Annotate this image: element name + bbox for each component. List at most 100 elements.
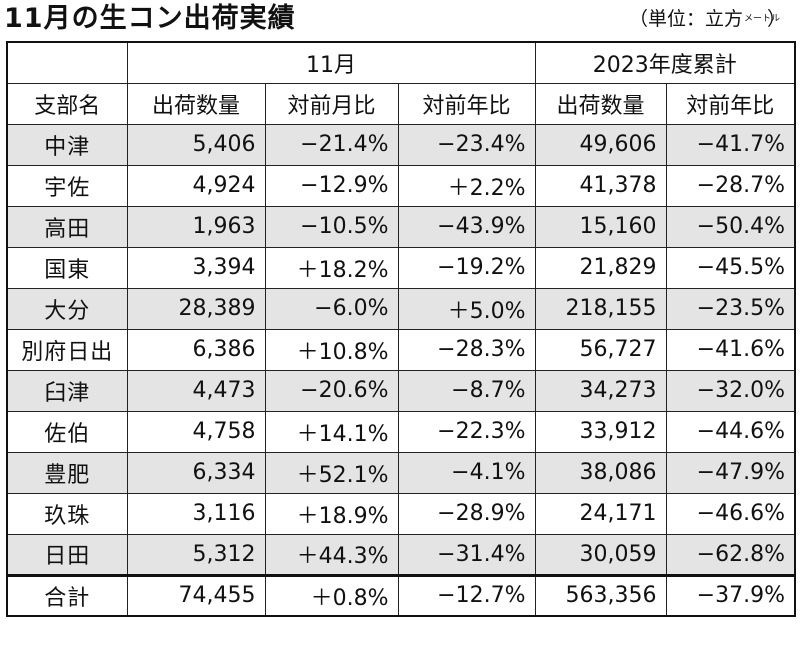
table-row: 豊肥 6,334 ＋52.1% −4.1% 38,086 −47.9% bbox=[6, 451, 796, 494]
branch-name: 別府日出 bbox=[6, 328, 128, 371]
month-volume: 5,406 bbox=[126, 123, 266, 166]
unit-note: （単位：立方 メートル ） bbox=[629, 6, 786, 32]
fy-volume: 34,273 bbox=[534, 369, 667, 412]
column-header-month-mom: 対前月比 bbox=[264, 82, 399, 125]
fy-yoy: −23.5% bbox=[665, 287, 796, 330]
total-fy-volume: 563,356 bbox=[534, 573, 667, 617]
group-header-blank bbox=[6, 41, 128, 84]
column-header-fy-volume: 出荷数量 bbox=[534, 82, 667, 125]
branch-name: 大分 bbox=[6, 287, 128, 330]
month-yoy: ＋5.0% bbox=[397, 287, 536, 330]
total-row: 合計 74,455 ＋0.8% −12.7% 563,356 −37.9% bbox=[6, 573, 796, 617]
month-mom: −6.0% bbox=[264, 287, 399, 330]
table-row: 玖珠 3,116 ＋18.9% −28.9% 24,171 −46.6% bbox=[6, 492, 796, 535]
fy-yoy: −45.5% bbox=[665, 246, 796, 289]
unit-note-open: （単位：立方 bbox=[628, 8, 743, 30]
branch-name: 高田 bbox=[6, 205, 128, 248]
group-header-year: 2023年度累計 bbox=[534, 41, 796, 84]
fy-volume: 38,086 bbox=[534, 451, 667, 494]
month-yoy: −23.4% bbox=[397, 123, 536, 166]
fy-yoy: −46.6% bbox=[665, 492, 796, 535]
unit-note-small: メートル bbox=[743, 14, 780, 24]
month-yoy: −28.3% bbox=[397, 328, 536, 371]
total-label: 合計 bbox=[6, 573, 128, 617]
fy-yoy: −47.9% bbox=[665, 451, 796, 494]
month-mom: ＋14.1% bbox=[264, 410, 399, 453]
fy-volume: 49,606 bbox=[534, 123, 667, 166]
month-volume: 4,924 bbox=[126, 164, 266, 207]
fy-yoy: −50.4% bbox=[665, 205, 796, 248]
table-row: 佐伯 4,758 ＋14.1% −22.3% 33,912 −44.6% bbox=[6, 410, 796, 453]
total-month-yoy: −12.7% bbox=[397, 573, 536, 617]
month-mom: ＋52.1% bbox=[264, 451, 399, 494]
page-title: 11月の生コン出荷実績 bbox=[4, 3, 296, 34]
month-yoy: −4.1% bbox=[397, 451, 536, 494]
month-mom: ＋18.9% bbox=[264, 492, 399, 535]
column-header-month-yoy: 対前年比 bbox=[397, 82, 536, 125]
month-volume: 6,334 bbox=[126, 451, 266, 494]
branch-name: 日田 bbox=[6, 533, 128, 576]
month-mom: −21.4% bbox=[264, 123, 399, 166]
table-row: 宇佐 4,924 −12.9% ＋2.2% 41,378 −28.7% bbox=[6, 164, 796, 207]
table-row: 別府日出 6,386 ＋10.8% −28.3% 56,727 −41.6% bbox=[6, 328, 796, 371]
month-volume: 6,386 bbox=[126, 328, 266, 371]
shipment-table: 11月 2023年度累計 支部名 出荷数量 対前月比 対前年比 出荷数量 対前年… bbox=[6, 41, 796, 617]
branch-name: 玖珠 bbox=[6, 492, 128, 535]
month-mom: −20.6% bbox=[264, 369, 399, 412]
month-volume: 4,758 bbox=[126, 410, 266, 453]
table-row: 高田 1,963 −10.5% −43.9% 15,160 −50.4% bbox=[6, 205, 796, 248]
fy-yoy: −41.6% bbox=[665, 328, 796, 371]
month-volume: 3,116 bbox=[126, 492, 266, 535]
branch-name: 宇佐 bbox=[6, 164, 128, 207]
table-row: 国東 3,394 ＋18.2% −19.2% 21,829 −45.5% bbox=[6, 246, 796, 289]
table-row: 日田 5,312 ＋44.3% −31.4% 30,059 −62.8% bbox=[6, 533, 796, 576]
column-header-row: 支部名 出荷数量 対前月比 対前年比 出荷数量 対前年比 bbox=[6, 82, 796, 125]
branch-name: 豊肥 bbox=[6, 451, 128, 494]
month-volume: 3,394 bbox=[126, 246, 266, 289]
fy-volume: 30,059 bbox=[534, 533, 667, 576]
month-mom: −10.5% bbox=[264, 205, 399, 248]
fy-volume: 21,829 bbox=[534, 246, 667, 289]
group-header-row: 11月 2023年度累計 bbox=[6, 41, 796, 84]
fy-yoy: −62.8% bbox=[665, 533, 796, 576]
month-yoy: ＋2.2% bbox=[397, 164, 536, 207]
column-header-month-volume: 出荷数量 bbox=[126, 82, 266, 125]
month-volume: 28,389 bbox=[126, 287, 266, 330]
month-yoy: −8.7% bbox=[397, 369, 536, 412]
month-yoy: −19.2% bbox=[397, 246, 536, 289]
fy-volume: 56,727 bbox=[534, 328, 667, 371]
fy-volume: 33,912 bbox=[534, 410, 667, 453]
fy-volume: 41,378 bbox=[534, 164, 667, 207]
month-volume: 5,312 bbox=[126, 533, 266, 576]
month-mom: −12.9% bbox=[264, 164, 399, 207]
month-yoy: −28.9% bbox=[397, 492, 536, 535]
fy-yoy: −32.0% bbox=[665, 369, 796, 412]
fy-volume: 15,160 bbox=[534, 205, 667, 248]
fy-yoy: −28.7% bbox=[665, 164, 796, 207]
month-mom: ＋10.8% bbox=[264, 328, 399, 371]
branch-name: 佐伯 bbox=[6, 410, 128, 453]
month-mom: ＋18.2% bbox=[264, 246, 399, 289]
month-volume: 1,963 bbox=[126, 205, 266, 248]
total-month-mom: ＋0.8% bbox=[264, 573, 399, 617]
branch-name: 国東 bbox=[6, 246, 128, 289]
branch-name: 中津 bbox=[6, 123, 128, 166]
column-header-fy-yoy: 対前年比 bbox=[665, 82, 796, 125]
total-fy-yoy: −37.9% bbox=[665, 573, 796, 617]
month-yoy: −43.9% bbox=[397, 205, 536, 248]
table-row: 大分 28,389 −6.0% ＋5.0% 218,155 −23.5% bbox=[6, 287, 796, 330]
fy-yoy: −44.6% bbox=[665, 410, 796, 453]
table-row: 臼津 4,473 −20.6% −8.7% 34,273 −32.0% bbox=[6, 369, 796, 412]
table-row: 中津 5,406 −21.4% −23.4% 49,606 −41.7% bbox=[6, 123, 796, 166]
month-yoy: −31.4% bbox=[397, 533, 536, 576]
branch-name: 臼津 bbox=[6, 369, 128, 412]
month-yoy: −22.3% bbox=[397, 410, 536, 453]
month-mom: ＋44.3% bbox=[264, 533, 399, 576]
fy-volume: 218,155 bbox=[534, 287, 667, 330]
column-header-branch: 支部名 bbox=[6, 82, 128, 125]
total-month-volume: 74,455 bbox=[126, 573, 266, 617]
month-volume: 4,473 bbox=[126, 369, 266, 412]
group-header-month: 11月 bbox=[126, 41, 536, 84]
unit-note-close: ） bbox=[766, 8, 786, 30]
fy-yoy: −41.7% bbox=[665, 123, 796, 166]
